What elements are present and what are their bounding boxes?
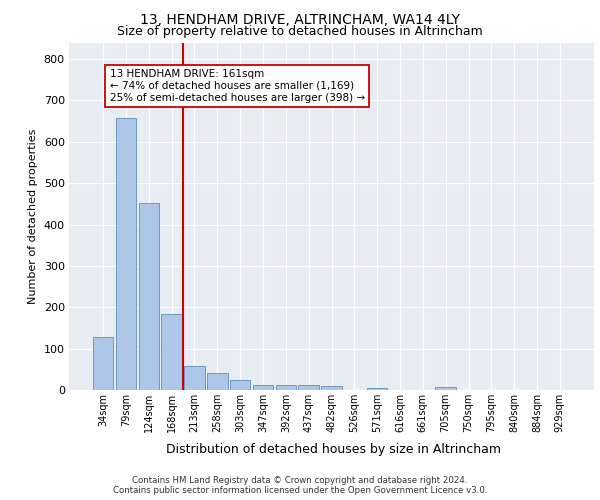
- Bar: [184, 366, 205, 390]
- Bar: [161, 314, 182, 390]
- Bar: [230, 380, 250, 390]
- Text: 13, HENDHAM DRIVE, ALTRINCHAM, WA14 4LY: 13, HENDHAM DRIVE, ALTRINCHAM, WA14 4LY: [140, 12, 460, 26]
- Bar: [367, 388, 388, 390]
- Bar: [116, 118, 136, 390]
- Bar: [298, 386, 319, 390]
- Bar: [207, 372, 227, 390]
- Text: Distribution of detached houses by size in Altrincham: Distribution of detached houses by size …: [166, 442, 500, 456]
- Y-axis label: Number of detached properties: Number of detached properties: [28, 128, 38, 304]
- Text: Contains public sector information licensed under the Open Government Licence v3: Contains public sector information licen…: [113, 486, 487, 495]
- Bar: [93, 337, 113, 390]
- Text: Size of property relative to detached houses in Altrincham: Size of property relative to detached ho…: [117, 25, 483, 38]
- Text: Contains HM Land Registry data © Crown copyright and database right 2024.: Contains HM Land Registry data © Crown c…: [132, 476, 468, 485]
- Bar: [139, 203, 159, 390]
- Bar: [321, 386, 342, 390]
- Bar: [436, 386, 456, 390]
- Bar: [275, 384, 296, 390]
- Bar: [253, 385, 273, 390]
- Text: 13 HENDHAM DRIVE: 161sqm
← 74% of detached houses are smaller (1,169)
25% of sem: 13 HENDHAM DRIVE: 161sqm ← 74% of detach…: [110, 70, 365, 102]
